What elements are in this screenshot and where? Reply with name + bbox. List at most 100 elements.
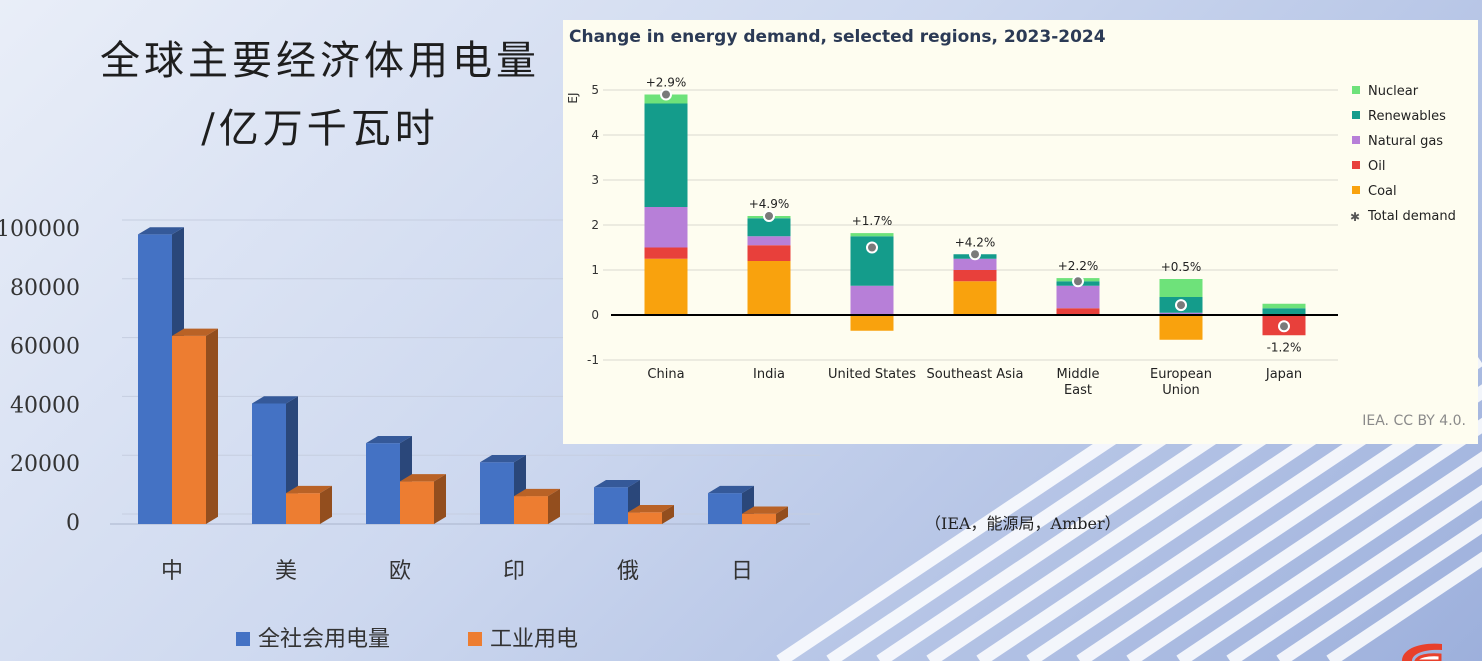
bar-top	[480, 455, 526, 463]
segment-oil-southeast-asia	[953, 270, 997, 282]
bar-top	[172, 328, 218, 336]
bar-top	[138, 227, 184, 235]
y-tick-label: 20000	[10, 452, 80, 477]
legend-swatch	[1352, 186, 1360, 194]
bar-top	[594, 480, 640, 488]
segment-coal-india	[747, 261, 791, 315]
segment-nuclear-united-states	[850, 233, 894, 237]
percent-change-label: +4.9%	[749, 197, 790, 211]
legend-swatch	[468, 632, 482, 646]
bar-side	[548, 488, 560, 524]
x-category-label: 印	[503, 559, 525, 584]
segment-oil-china	[644, 247, 688, 259]
legend-swatch	[1352, 161, 1360, 169]
segment-nuclear-japan	[1262, 303, 1306, 309]
x-category-label: India	[753, 367, 785, 382]
bar-top	[628, 505, 674, 513]
total-demand-marker	[660, 88, 672, 101]
segment-coal-southeast-asia	[953, 281, 997, 315]
legend-label: 工业用电	[490, 627, 578, 652]
total-demand-marker	[1175, 299, 1187, 312]
iea-chart-panel: EJ -1 0 1 2 3 4 5 +2.9% China +4.9% India +1.7% Unite…	[563, 20, 1478, 444]
bar-front	[628, 512, 662, 524]
segment-natural-gas-india	[747, 236, 791, 246]
y-axis-label: EJ	[566, 92, 580, 103]
y-tick-label: 5	[591, 83, 599, 97]
segment-oil-india	[747, 245, 791, 261]
left-chart-title-line1: 全球主要经济体用电量	[100, 38, 540, 84]
bar-side	[776, 506, 788, 524]
bar-front	[138, 234, 172, 524]
bar-front	[172, 335, 206, 524]
bar-front	[594, 487, 628, 524]
bar-side	[662, 505, 674, 524]
x-category-label: 欧	[389, 559, 411, 584]
x-category-label: European	[1150, 367, 1212, 382]
total-demand-marker	[866, 241, 878, 254]
y-tick-label: 80000	[10, 276, 80, 301]
bar-industrial-日	[742, 506, 788, 524]
y-tick-label: -1	[587, 353, 599, 367]
segment-renewables-india	[747, 218, 791, 237]
y-tick-label: 60000	[10, 335, 80, 360]
segment-natural-gas-united-states	[850, 285, 894, 315]
y-tick-label: 40000	[10, 393, 80, 418]
segment-coal-european-union	[1159, 315, 1203, 340]
legend-label: Natural gas	[1368, 134, 1443, 149]
percent-change-label: +1.7%	[852, 214, 893, 228]
bar-top	[286, 485, 332, 494]
segment-coal-united-states	[850, 315, 894, 331]
percent-change-label: +4.2%	[955, 235, 996, 249]
y-tick-label: 100000	[0, 217, 80, 242]
bar-side	[320, 485, 332, 524]
total-demand-marker	[1278, 320, 1290, 333]
segment-natural-gas-china	[644, 207, 688, 248]
segment-renewables-japan	[1262, 308, 1306, 315]
bar-top	[708, 485, 754, 494]
bar-front	[480, 462, 514, 524]
x-category-label: Japan	[1265, 367, 1302, 382]
legend-label: Nuclear	[1368, 84, 1419, 99]
energy-demand-chart: EJ -1 0 1 2 3 4 5 +2.9% China +4.9% India +1.7% Unite…	[566, 76, 1456, 399]
segment-nuclear-european-union	[1159, 279, 1203, 297]
bar-front	[708, 493, 742, 524]
bar-front	[514, 496, 548, 524]
percent-change-label: +2.9%	[646, 76, 687, 90]
legend-swatch	[1352, 86, 1360, 94]
bar-front	[252, 403, 286, 524]
x-category-label: Southeast Asia	[927, 367, 1024, 382]
bar-front	[286, 493, 320, 524]
legend-label: Oil	[1368, 159, 1385, 174]
legend-label: 全社会用电量	[258, 627, 390, 652]
legend-label: Coal	[1368, 184, 1397, 199]
energy-chart-title: Change in energy demand, selected region…	[569, 27, 1106, 47]
bar-front	[742, 513, 776, 524]
y-tick-label: 2	[591, 218, 599, 232]
corner-logo-icon	[1402, 643, 1442, 661]
x-category-label: China	[647, 367, 684, 382]
x-category-label: East	[1064, 383, 1092, 398]
bar-front	[366, 443, 400, 524]
y-tick-label: 4	[591, 128, 599, 142]
x-category-label: Middle	[1057, 367, 1100, 382]
percent-change-label: -1.2%	[1267, 340, 1302, 354]
percent-change-label: +0.5%	[1161, 260, 1202, 274]
bar-industrial-中	[172, 328, 218, 524]
legend-swatch	[1352, 136, 1360, 144]
bar-top	[742, 506, 788, 514]
legend-swatch	[236, 632, 250, 646]
segment-renewables-china	[644, 103, 688, 207]
total-demand-marker	[1072, 275, 1084, 288]
percent-change-label: +2.2%	[1058, 259, 1099, 273]
x-category-label: 日	[731, 559, 753, 584]
source-note: （IEA，能源局，Amber）	[925, 514, 1121, 533]
total-demand-marker	[969, 248, 981, 261]
bar-side	[206, 328, 218, 524]
x-category-label: 中	[161, 559, 183, 584]
segment-coal-china	[644, 258, 688, 315]
segment-natural-gas-middle-east	[1056, 285, 1100, 309]
x-category-label: United States	[828, 367, 916, 382]
bar-top	[514, 488, 560, 497]
bar-top	[252, 396, 298, 404]
